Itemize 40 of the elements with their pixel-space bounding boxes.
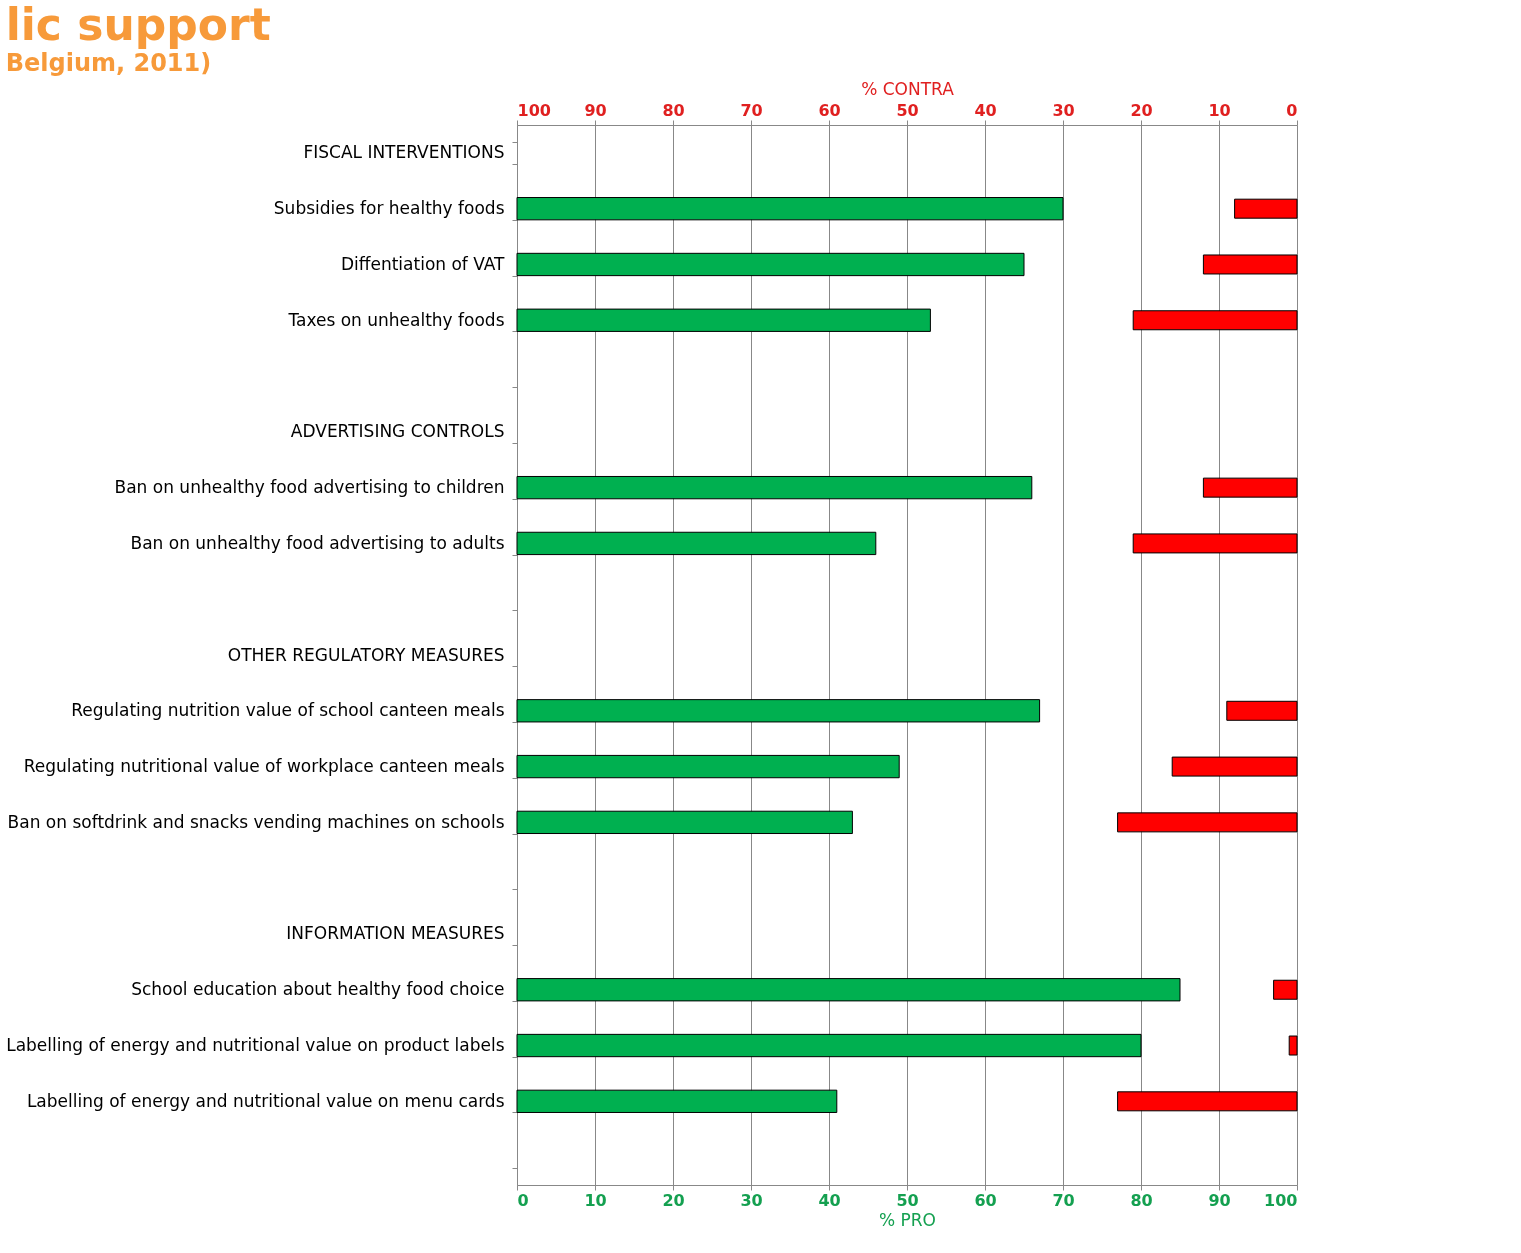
x2-tick-label: 0 xyxy=(1286,100,1298,120)
x-tick-label: 30 xyxy=(740,1190,763,1210)
y-tick-label: Ban on unhealthy food advertising to adults xyxy=(130,532,505,553)
y-tick-label: Regulating nutritional value of workplace canteen meals xyxy=(23,756,505,777)
x-tick-label: 0 xyxy=(517,1190,529,1210)
x-tick-label: 10 xyxy=(584,1190,607,1210)
x2-tick-label: 40 xyxy=(974,100,997,120)
x-tick-label: 20 xyxy=(662,1190,685,1210)
x-axis-title: % PRO xyxy=(878,1209,937,1230)
x-tick-label: 90 xyxy=(1208,1190,1231,1210)
y-tick-label: INFORMATION MEASURES xyxy=(286,923,505,944)
x-tick-label: 70 xyxy=(1052,1190,1075,1210)
y-tick-label: Labelling of energy and nutritional value on product labels xyxy=(6,1035,505,1056)
x2-tick-label: 90 xyxy=(584,100,607,120)
x2-tick-label: 30 xyxy=(1052,100,1075,120)
y-tick-label: ADVERTISING CONTROLS xyxy=(290,421,505,442)
x-tick-label: 80 xyxy=(1130,1190,1153,1210)
y-tick-label: Labelling of energy and nutritional value on menu cards xyxy=(26,1090,505,1111)
x-tick-label: 60 xyxy=(974,1190,997,1210)
y-tick-label: Subsidies for healthy foods xyxy=(273,198,505,219)
x2-tick-label: 60 xyxy=(818,100,841,120)
y-tick-label: OTHER REGULATORY MEASURES xyxy=(227,644,505,665)
x2-tick-label: 50 xyxy=(896,100,919,120)
y-tick-label: Taxes on unhealthy foods xyxy=(287,309,505,330)
x2-tick-label: 10 xyxy=(1208,100,1231,120)
x-tick-label: 100 xyxy=(1264,1190,1298,1210)
x2-tick-label: 70 xyxy=(740,100,763,120)
x2-tick-label: 100 xyxy=(517,100,551,120)
y-tick-label: Diffentiation of VAT xyxy=(340,253,506,274)
y-tick-label: Ban on unhealthy food advertising to children xyxy=(114,477,505,498)
x2-tick-label: 80 xyxy=(662,100,685,120)
y-tick-label: Regulating nutrition value of school canteen meals xyxy=(71,700,505,721)
x2-tick-label: 20 xyxy=(1130,100,1153,120)
text: Belgium, 2011) xyxy=(5,49,212,77)
x2-axis-title: % CONTRA xyxy=(861,78,955,99)
y-tick-label: Ban on softdrink and snacks vending machines on schools xyxy=(7,811,505,832)
x-tick-label: 50 xyxy=(896,1190,919,1210)
y-tick-label: School education about healthy food choice xyxy=(131,979,505,1000)
x-tick-label: 40 xyxy=(818,1190,841,1210)
y-tick-label: FISCAL INTERVENTIONS xyxy=(303,142,505,163)
